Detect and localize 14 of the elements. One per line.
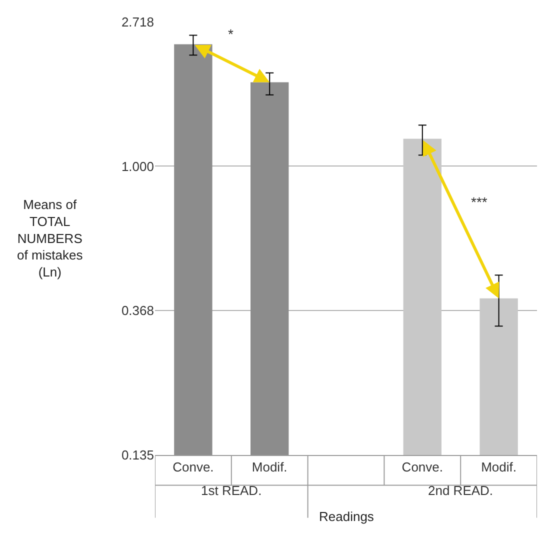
x-axis-title: Readings xyxy=(319,509,374,524)
y-tick-label: 2.718 xyxy=(121,14,154,30)
text: 1st READ. xyxy=(201,483,262,498)
x-tick-label: Modif. xyxy=(252,460,288,475)
text: 2nd READ. xyxy=(428,483,494,498)
x-tick-label: Conve. xyxy=(402,460,443,475)
x-tick-label: Conve. xyxy=(172,460,214,475)
annotation: * xyxy=(228,26,234,42)
y-axis-title: Means of TOTAL NUMBERS of mistakes (Ln) xyxy=(17,197,84,280)
y-tick-label: 1.000 xyxy=(121,158,154,174)
x-tick-label: Modif. xyxy=(481,460,517,475)
y-tick-label: 0.135 xyxy=(121,448,154,463)
y-tick-label: 0.368 xyxy=(121,302,154,318)
annotation: *** xyxy=(471,194,488,210)
